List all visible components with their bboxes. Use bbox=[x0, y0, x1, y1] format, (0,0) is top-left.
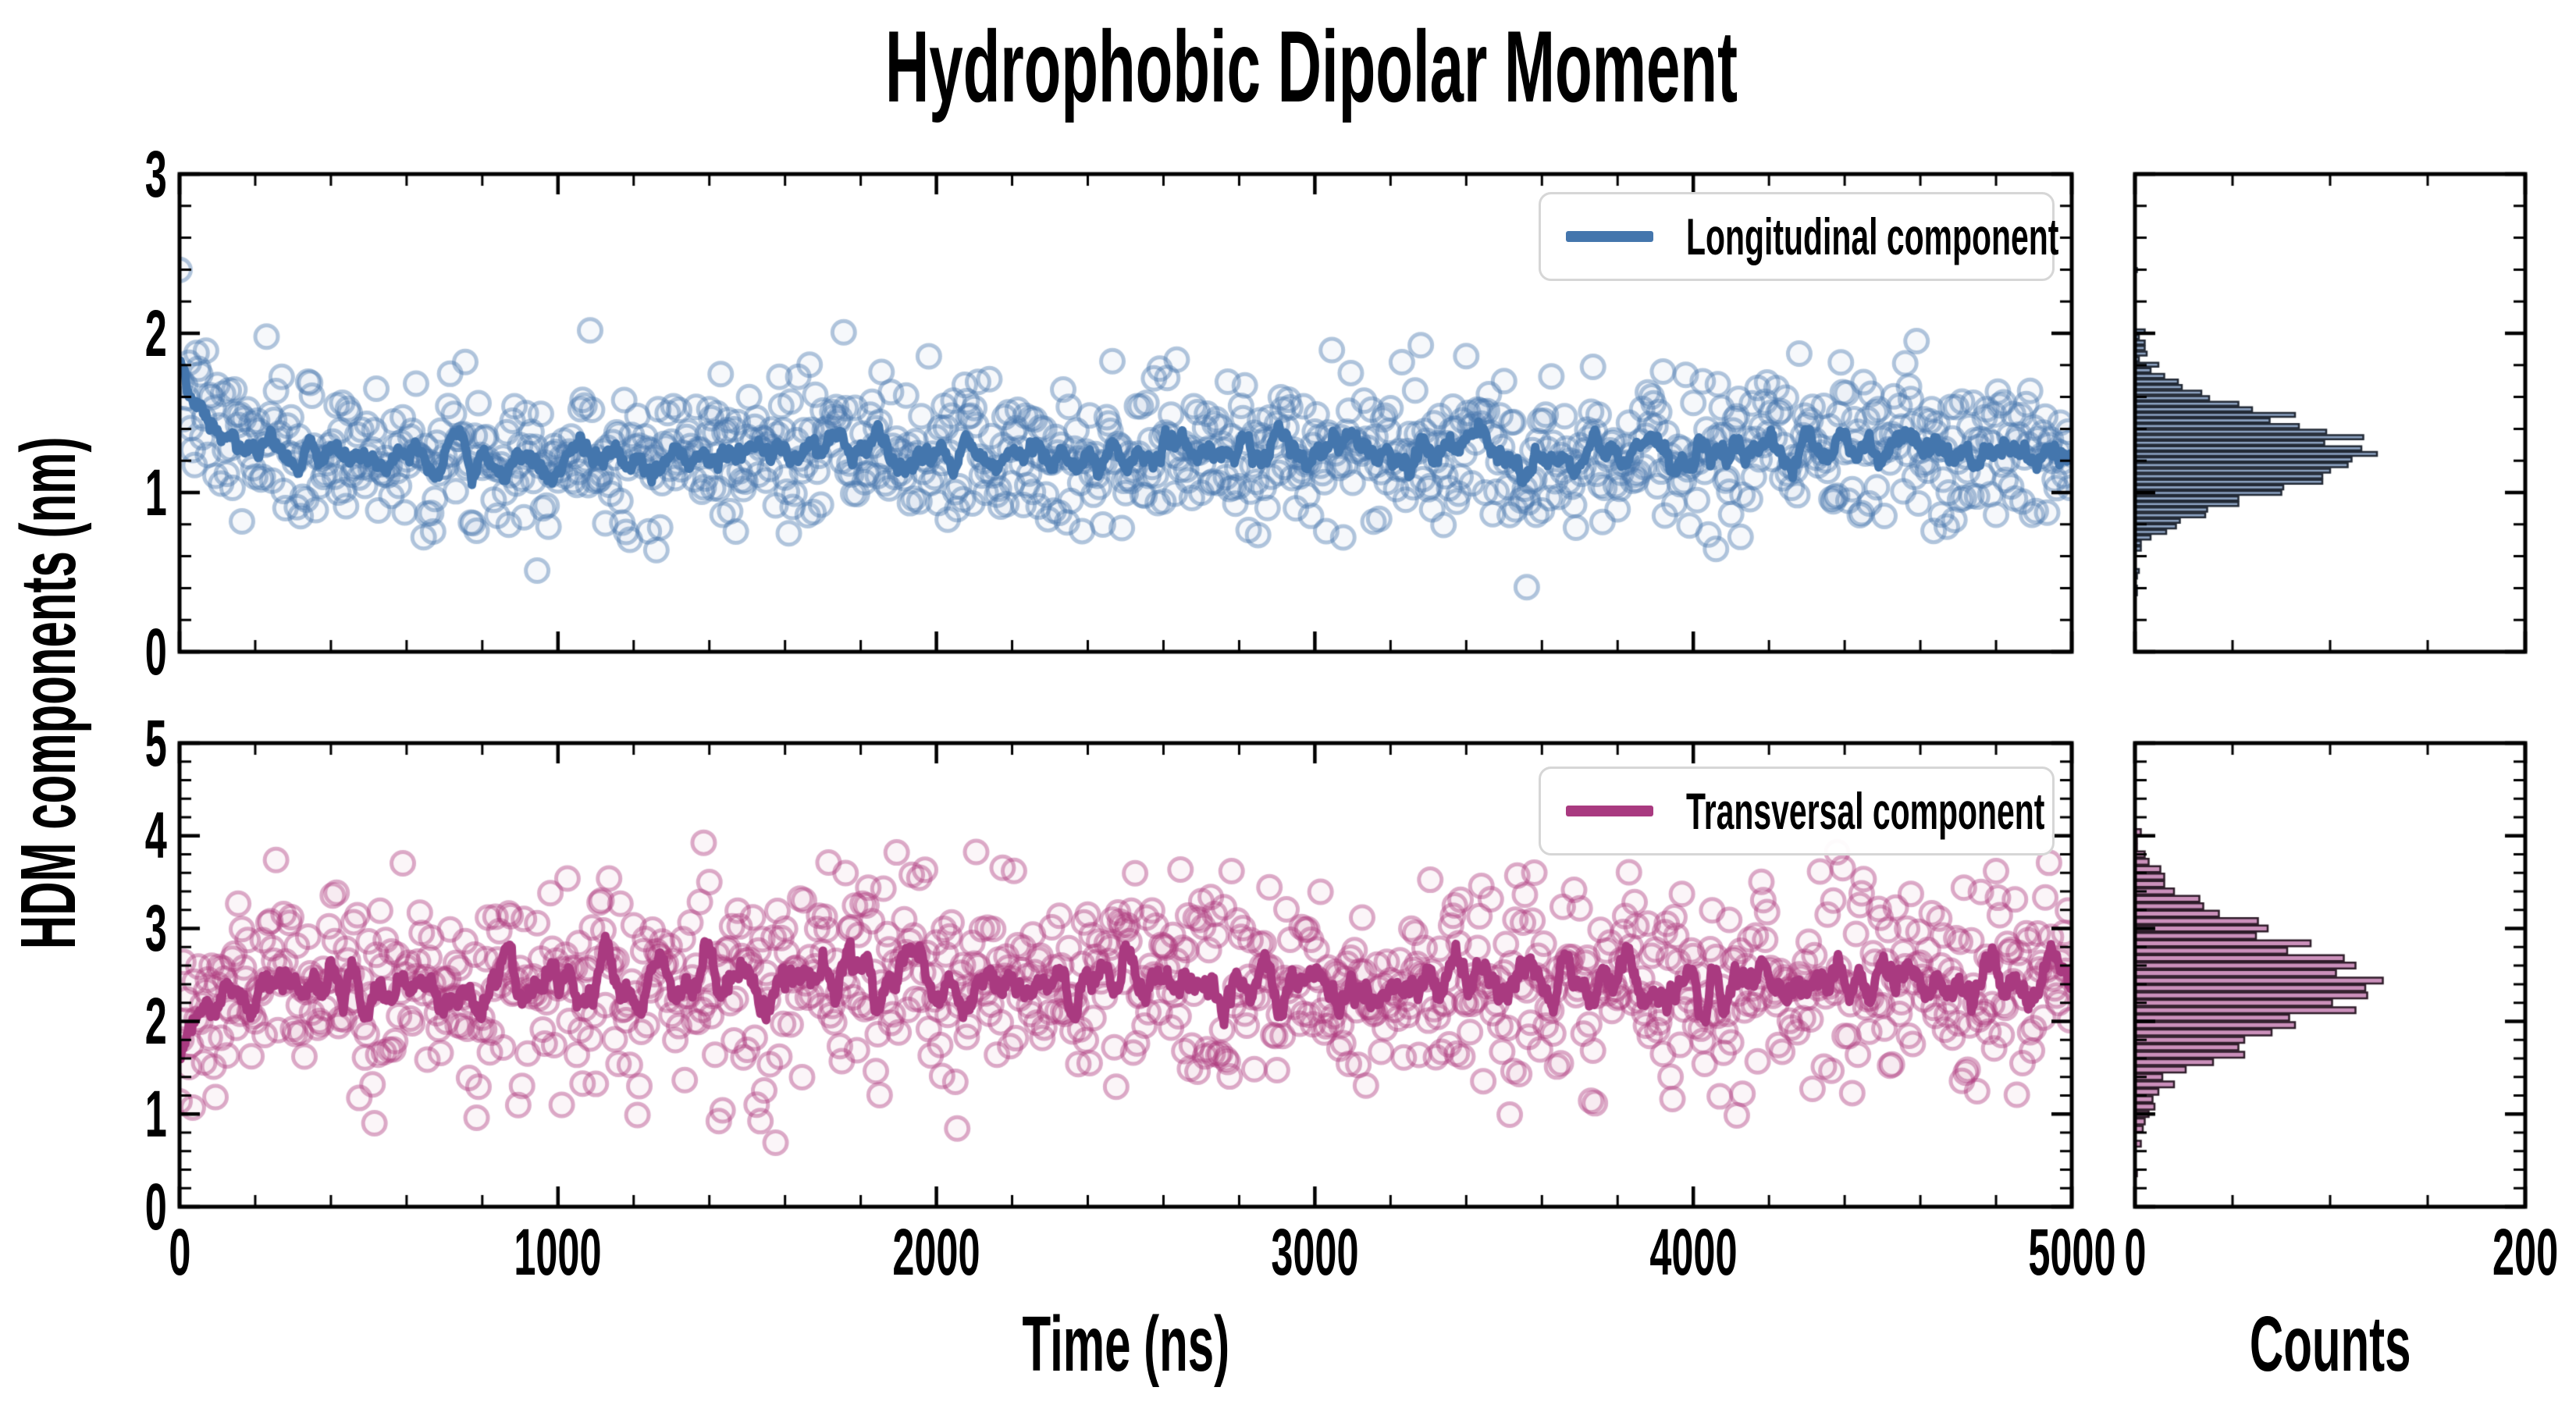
legend-label-longitudinal: Longitudinal component bbox=[1686, 208, 2059, 265]
legend-swatch-transversal bbox=[1566, 806, 1653, 816]
legend-label-transversal: Transversal component bbox=[1686, 782, 2045, 840]
legend-longitudinal: Longitudinal component bbox=[1539, 192, 2059, 281]
legend-swatch-longitudinal bbox=[1566, 231, 1653, 242]
legend-transversal: Transversal component bbox=[1539, 767, 2055, 855]
